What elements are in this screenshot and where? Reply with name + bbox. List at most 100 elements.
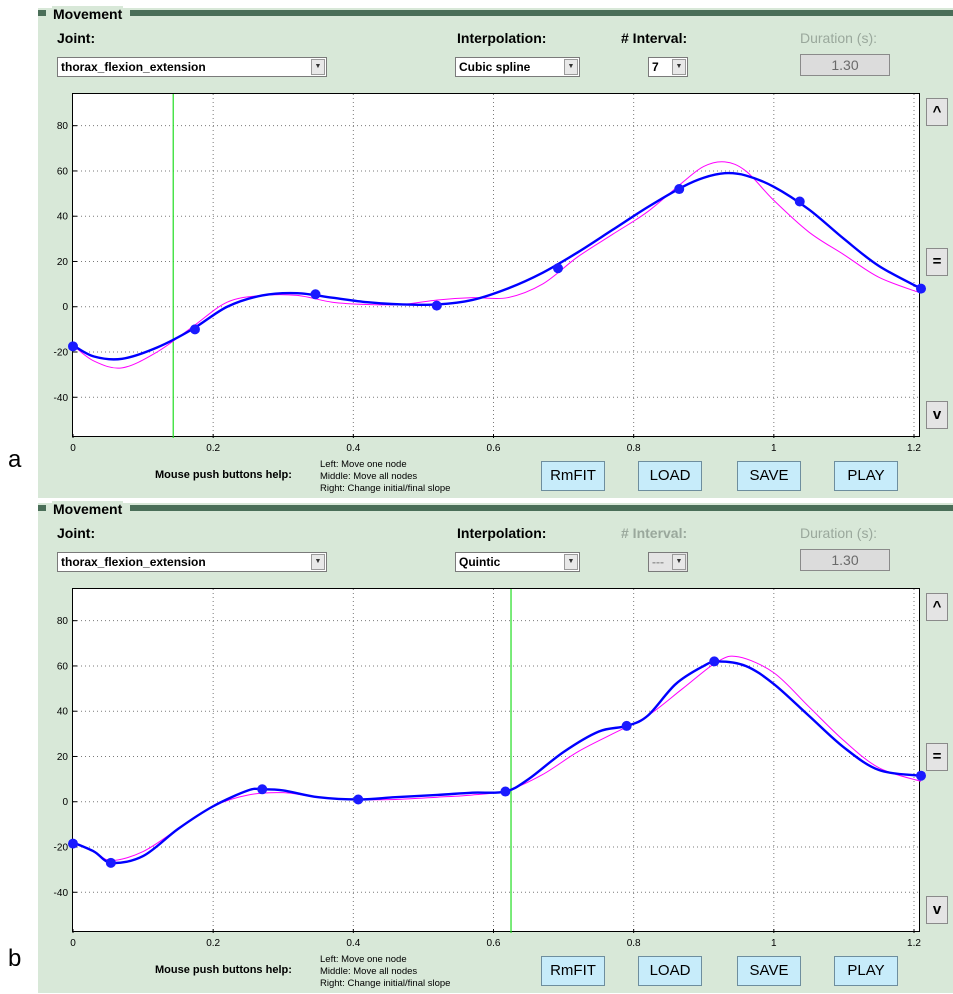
chart-area[interactable]: 0 0.2 0.4 0.6 0.8 1 1.2 -40 -20 0 20 40 60 80	[72, 93, 920, 437]
duration-label: Duration (s):	[800, 525, 877, 541]
curve-node[interactable]	[190, 324, 200, 334]
interpolation-select[interactable]: Cubic spline ▼	[455, 57, 580, 77]
interpolation-label: Interpolation:	[457, 30, 546, 46]
panel-header-bar-left	[38, 10, 46, 16]
panel-header-bar	[130, 505, 953, 511]
joint-select[interactable]: thorax_flexion_extension ▼	[57, 57, 327, 77]
save-button[interactable]: SAVE	[737, 461, 801, 491]
x-tick-label: 0.8	[627, 938, 641, 949]
load-button[interactable]: LOAD	[638, 956, 702, 986]
mouse-help-line: Right: Change initial/final slope	[320, 483, 450, 495]
curve-node[interactable]	[622, 721, 632, 731]
joint-label: Joint:	[57, 30, 95, 46]
rmfit-button[interactable]: RmFIT	[541, 461, 605, 491]
interval-select[interactable]: 7 ▼	[648, 57, 688, 77]
interval-select-value: ---	[652, 555, 664, 569]
x-tick-label: 1.2	[907, 443, 921, 454]
mouse-help-line: Middle: Move all nodes	[320, 966, 417, 978]
chevron-down-icon[interactable]: ▼	[672, 59, 686, 75]
x-tick-label: 1	[771, 443, 777, 454]
chevron-down-icon[interactable]: ▼	[564, 554, 578, 570]
interval-select-value: 7	[652, 60, 659, 74]
y-tick-label: 80	[57, 616, 69, 627]
curve-node[interactable]	[553, 263, 563, 273]
interpolation-select[interactable]: Quintic ▼	[455, 552, 580, 572]
save-button[interactable]: SAVE	[737, 956, 801, 986]
movement-panel-b: Movement Joint: thorax_flexion_extension ▼ I…	[38, 503, 953, 993]
y-tick-label: -20	[54, 348, 69, 359]
reference-curve	[73, 162, 921, 368]
joint-select-value: thorax_flexion_extension	[61, 60, 206, 74]
curve-node[interactable]	[257, 784, 267, 794]
x-tick-label: 1.2	[907, 938, 921, 949]
y-tick-label: -20	[54, 843, 69, 854]
curve-node[interactable]	[106, 858, 116, 868]
mouse-help-line: Left: Move one node	[320, 954, 407, 966]
curve-node[interactable]	[916, 771, 926, 781]
reference-curve	[73, 656, 921, 861]
movement-panel-a: Movement Joint: thorax_flexion_extension ▼ I…	[38, 8, 953, 498]
y-tick-label: -40	[54, 888, 69, 899]
mouse-help-line: Middle: Move all nodes	[320, 471, 417, 483]
y-tick-label: 80	[57, 121, 69, 132]
chart-area[interactable]: 0 0.2 0.4 0.6 0.8 1 1.2 -40 -20 0 20 40 60 80	[72, 588, 920, 932]
y-tick-label: -40	[54, 393, 69, 404]
chevron-down-icon: ▼	[672, 554, 686, 570]
chevron-down-icon[interactable]: ▼	[311, 554, 325, 570]
x-tick-label: 0.6	[487, 938, 501, 949]
mouse-help-label: Mouse push buttons help:	[155, 469, 292, 481]
joint-label: Joint:	[57, 525, 95, 541]
curve-node[interactable]	[68, 839, 78, 849]
x-tick-label: 0.4	[346, 443, 360, 454]
x-tick-label: 1	[771, 938, 777, 949]
rmfit-button[interactable]: RmFIT	[541, 956, 605, 986]
panel-title: Movement	[52, 501, 123, 517]
interval-label: # Interval:	[621, 30, 687, 46]
y-tick-label: 20	[57, 257, 69, 268]
panel-header-bar	[130, 10, 953, 16]
curve-node[interactable]	[916, 284, 926, 294]
curve-node[interactable]	[795, 197, 805, 207]
x-tick-label: 0.4	[346, 938, 360, 949]
interpolation-select-value: Quintic	[459, 555, 500, 569]
x-tick-label: 0	[70, 938, 76, 949]
x-tick-label: 0.6	[487, 443, 501, 454]
curve-node[interactable]	[353, 794, 363, 804]
play-button[interactable]: PLAY	[834, 461, 898, 491]
y-tick-label: 60	[57, 661, 69, 672]
mouse-help-line: Left: Move one node	[320, 459, 407, 471]
curve-node[interactable]	[674, 184, 684, 194]
interval-select: --- ▼	[648, 552, 688, 572]
panel-header-bar-left	[38, 505, 46, 511]
interpolated-curve	[73, 173, 921, 359]
duration-field: 1.30	[800, 54, 890, 76]
mouse-help-line: Right: Change initial/final slope	[320, 978, 450, 990]
interval-label: # Interval:	[621, 525, 687, 541]
chevron-down-icon[interactable]: ▼	[564, 59, 578, 75]
curve-node[interactable]	[310, 289, 320, 299]
y-tick-label: 0	[62, 797, 68, 808]
y-tick-label: 0	[62, 302, 68, 313]
load-button[interactable]: LOAD	[638, 461, 702, 491]
curve-node[interactable]	[500, 787, 510, 797]
joint-select[interactable]: thorax_flexion_extension ▼	[57, 552, 327, 572]
chart-svg: 0 0.2 0.4 0.6 0.8 1 1.2 -40 -20 0 20 40 60 80	[49, 94, 937, 458]
y-tick-label: 40	[57, 212, 69, 223]
interpolation-select-value: Cubic spline	[459, 60, 530, 74]
curve-node[interactable]	[68, 341, 78, 351]
x-tick-label: 0.8	[627, 443, 641, 454]
y-tick-label: 60	[57, 166, 69, 177]
chevron-down-icon[interactable]: ▼	[311, 59, 325, 75]
figure-label-a: a	[8, 446, 21, 474]
y-tick-label: 20	[57, 752, 69, 763]
curve-node[interactable]	[709, 656, 719, 666]
duration-label: Duration (s):	[800, 30, 877, 46]
x-tick-label: 0.2	[206, 938, 220, 949]
y-tick-label: 40	[57, 707, 69, 718]
duration-field: 1.30	[800, 549, 890, 571]
x-tick-label: 0	[70, 443, 76, 454]
play-button[interactable]: PLAY	[834, 956, 898, 986]
panel-title: Movement	[52, 6, 123, 22]
curve-node[interactable]	[432, 301, 442, 311]
chart-svg: 0 0.2 0.4 0.6 0.8 1 1.2 -40 -20 0 20 40 60 80	[49, 589, 937, 953]
